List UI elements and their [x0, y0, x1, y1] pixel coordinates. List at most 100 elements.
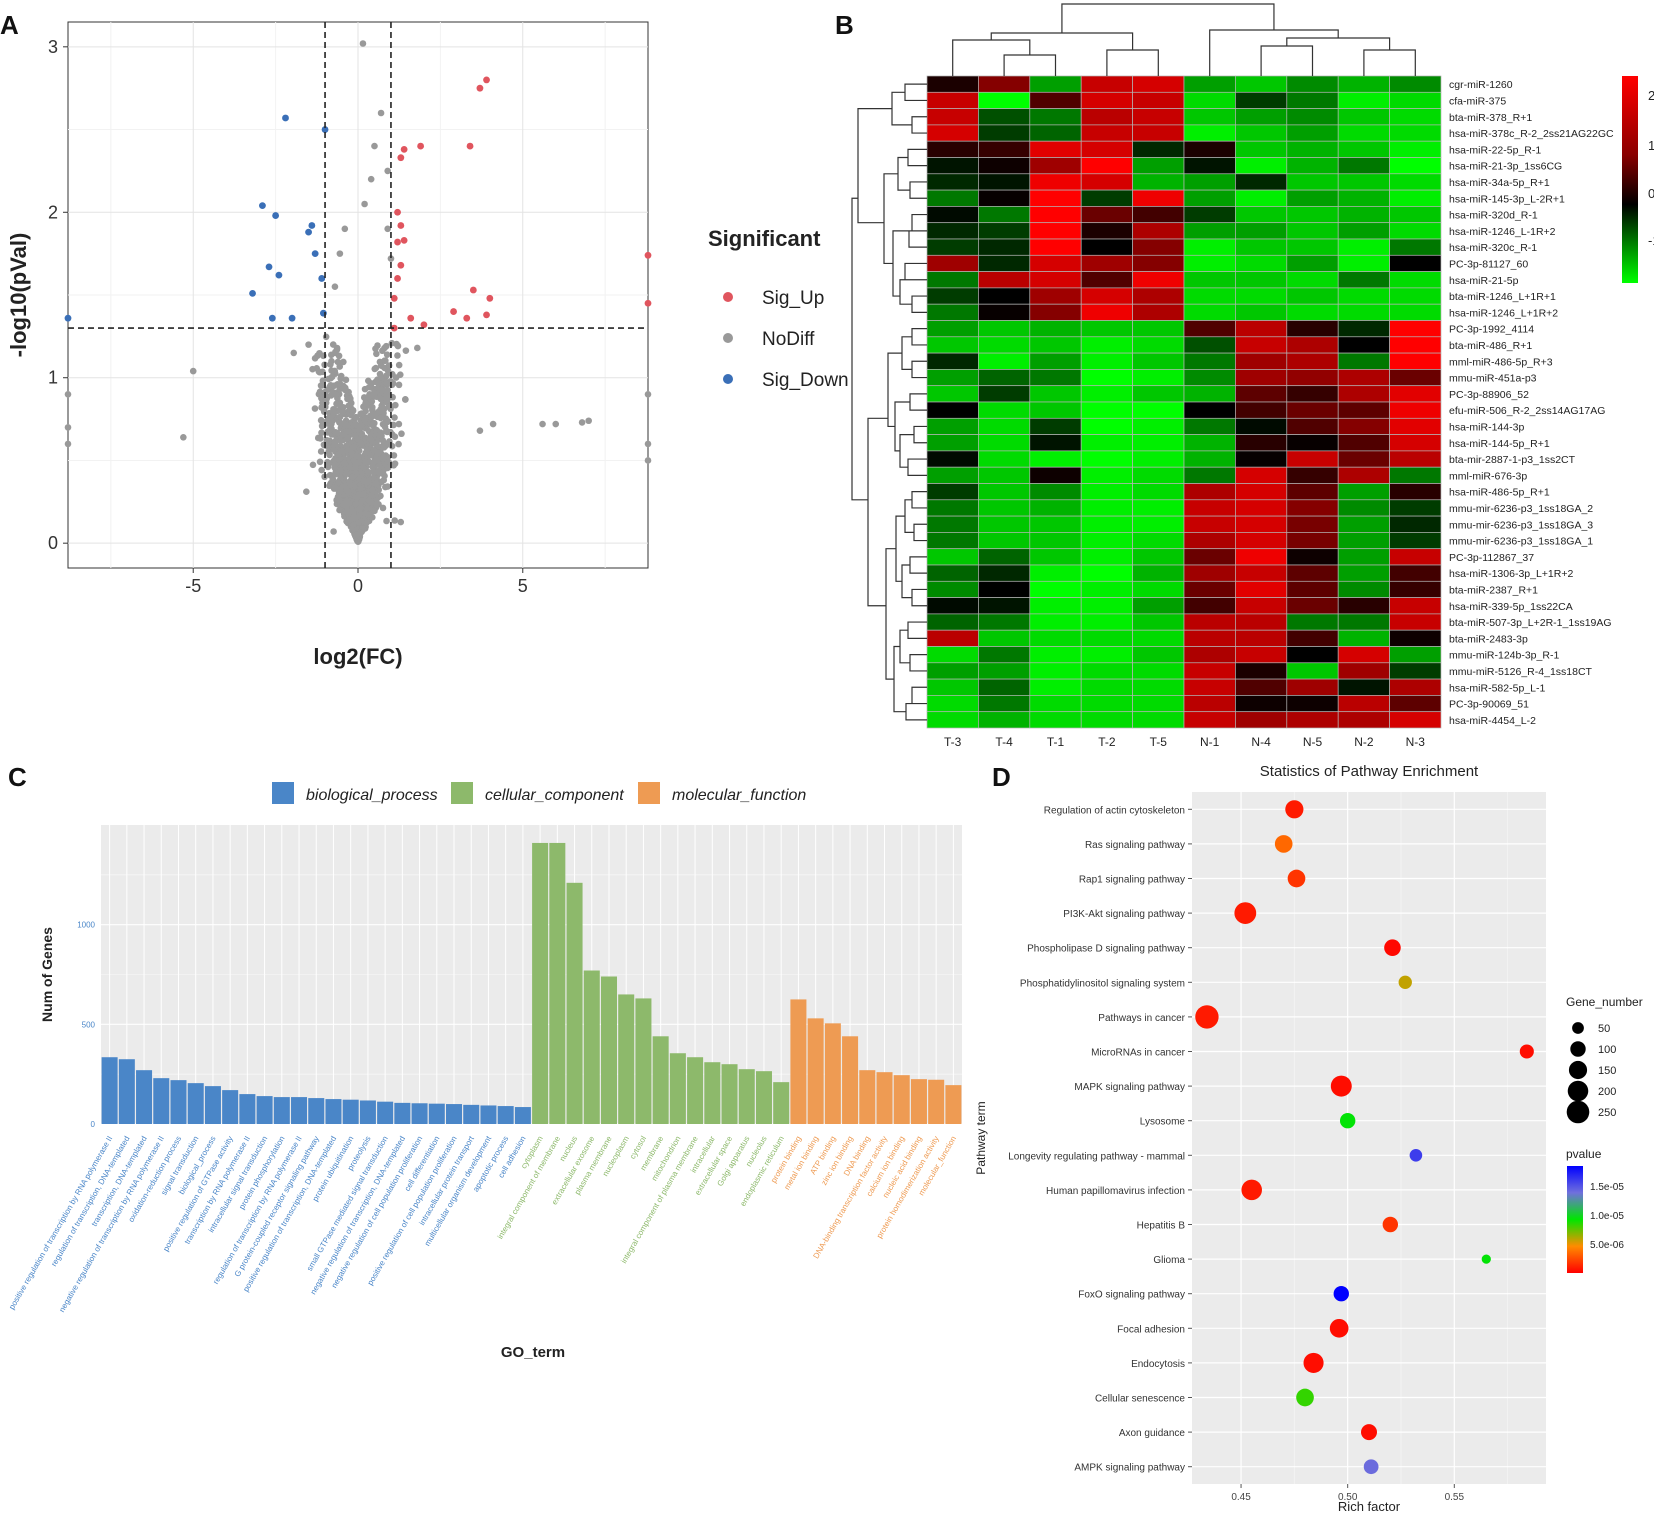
nodiff-point [317, 448, 325, 455]
heatmap-cell [1337, 369, 1390, 387]
pathway-bubble [1409, 1148, 1423, 1162]
heatmap-cell [1389, 385, 1442, 403]
go-bar [359, 1100, 376, 1124]
heatmap-cell [1389, 108, 1442, 126]
nodiff-point [346, 516, 353, 524]
heatmap-cell [1286, 613, 1339, 631]
nodiff-point [64, 424, 72, 431]
nodiff-point [352, 515, 359, 522]
heatmap-cell [1080, 157, 1133, 175]
heatmap-cell [1337, 499, 1390, 517]
heatmap-cell [1389, 320, 1442, 338]
nodiff-point [180, 433, 187, 441]
go-bar [721, 1064, 738, 1124]
nodiff-point [374, 456, 381, 463]
nodiff-point [351, 432, 359, 439]
heatmap-cell [978, 613, 1031, 631]
heatmap-cell [1029, 157, 1082, 175]
nodiff-point [380, 454, 388, 461]
heatmap-row-label: mmu-mir-6236-p3_1ss18GA_1 [1449, 536, 1593, 548]
pathway-bubble [1360, 1424, 1378, 1441]
legend-label: molecular_function [672, 787, 806, 804]
nodiff-point [337, 485, 344, 493]
nodiff-point [365, 496, 373, 504]
heatmap-col-label: N-3 [1406, 735, 1426, 749]
pathway-bubble-chart: 0.45 0.50 0.55 Regulation of actin cytoskel… [974, 763, 1643, 1514]
nodiff-point [379, 504, 387, 512]
heatmap-cell [1132, 108, 1185, 126]
x-axis-title: Rich factor [1338, 1499, 1401, 1514]
heatmap-cell [1389, 678, 1442, 696]
nodiff-point [337, 467, 344, 474]
nodiff-point [336, 363, 344, 370]
heatmap-cell [1337, 157, 1390, 175]
nodiff-point [318, 466, 325, 474]
heatmap-cell [1235, 466, 1288, 484]
sig-up-point [486, 294, 494, 302]
heatmap-cell [1389, 222, 1442, 240]
pathway-term-label: Endocytosis [1131, 1359, 1185, 1370]
heatmap-col-label: T-1 [1047, 735, 1065, 749]
legend-swatch [272, 782, 294, 804]
column-dendrogram-lines [952, 3, 1416, 76]
heatmap-cell [926, 629, 979, 647]
heatmap-row-label: bta-miR-2483-3p [1449, 633, 1528, 645]
nodiff-point [371, 142, 378, 150]
heatmap-cell [1183, 662, 1236, 680]
sig-up-point [390, 294, 398, 302]
pathway-term-label: FoxO signaling pathway [1078, 1290, 1185, 1301]
heatmap-cell [926, 173, 979, 191]
heatmap-cell [1080, 646, 1133, 664]
nodiff-point [390, 421, 397, 429]
nodiff-point [367, 412, 375, 420]
heatmap-cell [1286, 662, 1339, 680]
heatmap-cell [1080, 532, 1133, 550]
heatmap-cell [1337, 108, 1390, 126]
sig-down-point [259, 202, 266, 210]
heatmap-cell [926, 450, 979, 468]
go-bar [618, 994, 635, 1124]
panel-label-b: B [835, 10, 854, 40]
heatmap-cell [1183, 369, 1236, 387]
x-axis-title: GO_term [501, 1344, 565, 1361]
heatmap-cell [1389, 140, 1442, 158]
heatmap-cell [1080, 124, 1133, 142]
heatmap-cell [1183, 238, 1236, 256]
heatmap-cell [1286, 646, 1339, 664]
nodiff-point [350, 443, 358, 451]
heatmap-cell [1080, 662, 1133, 680]
nodiff-point [303, 488, 310, 495]
sig-up-point [476, 84, 484, 92]
plot-area [1192, 792, 1546, 1484]
nodiff-point [414, 344, 421, 352]
heatmap-cell [1337, 254, 1390, 272]
heatmap-cell [1029, 434, 1082, 452]
heatmap-cell [1235, 189, 1288, 207]
y-tick-label: 1000 [77, 921, 95, 930]
sig-up-point [483, 76, 490, 84]
heatmap-cell [1029, 189, 1082, 207]
heatmap-cell [1235, 108, 1288, 126]
heatmap-cell [1286, 271, 1339, 289]
heatmap-cell [1183, 140, 1236, 158]
heatmap-cell [1337, 532, 1390, 550]
heatmap-cell [1080, 629, 1133, 647]
nodiff-point [383, 397, 390, 405]
heatmap-cell [1337, 271, 1390, 289]
color-legend-tick-label: 1.5e-05 [1590, 1182, 1624, 1193]
heatmap-cell [1132, 320, 1185, 338]
go-bar [738, 1069, 755, 1124]
heatmap-cell [1080, 515, 1133, 533]
heatmap-cell [1389, 580, 1442, 598]
go-bar [514, 1107, 531, 1124]
heatmap-cell [1337, 564, 1390, 582]
nodiff-point [382, 442, 389, 450]
nodiff-point [309, 365, 316, 373]
heatmap-row-label: PC-3p-112867_37 [1449, 552, 1534, 564]
nodiff-point [362, 407, 369, 415]
heatmap-cell [926, 222, 979, 240]
heatmap-cell [1080, 140, 1133, 158]
heatmap-cell [1029, 303, 1082, 321]
heatmap-row-label: PC-3p-1992_4114 [1449, 324, 1534, 336]
heatmap-cell [1183, 646, 1236, 664]
